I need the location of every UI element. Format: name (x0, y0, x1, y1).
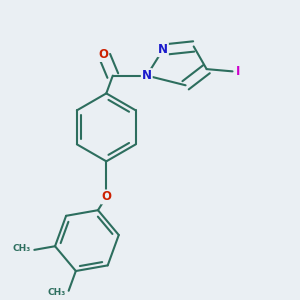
Text: N: N (142, 69, 152, 82)
Text: O: O (101, 190, 111, 203)
Text: CH₃: CH₃ (47, 288, 65, 297)
Text: CH₃: CH₃ (13, 244, 31, 253)
Text: N: N (158, 43, 168, 56)
Text: O: O (98, 48, 108, 61)
Text: I: I (236, 65, 241, 78)
